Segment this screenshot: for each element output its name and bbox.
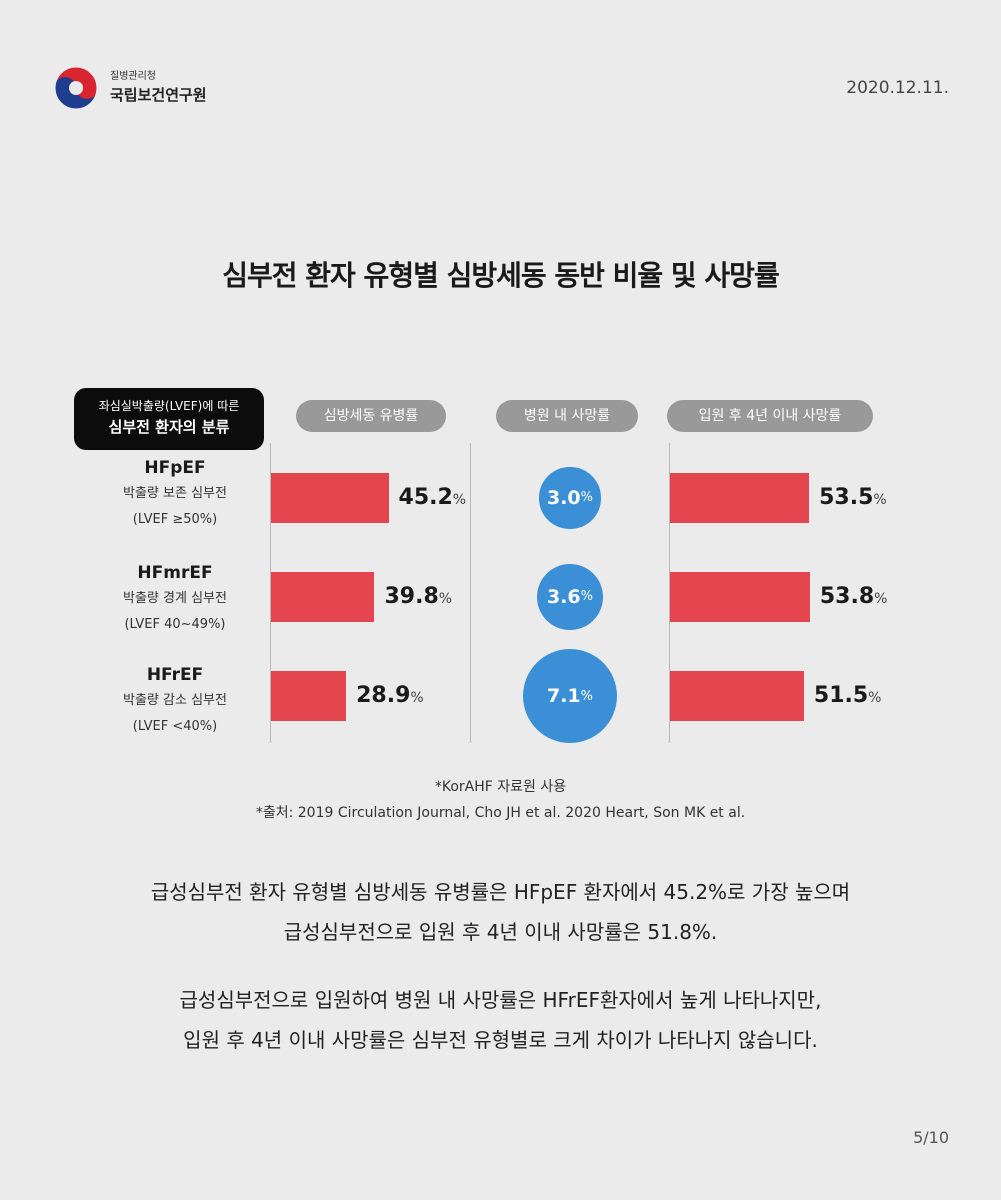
bubble-in-hospital-mortality: 3.6% [536,563,604,631]
category-desc: 박출량 감소 심부전 [123,693,227,708]
data-label-unit: % [580,490,593,506]
category-code: HFpEF [144,458,206,478]
data-label-value: 7.1 [546,685,581,707]
data-label-unit: % [868,690,882,706]
bar-af-prevalence [271,572,375,622]
data-label: 28.9% [356,671,424,723]
bar-4yr-mortality [670,572,810,622]
bubble-in-hospital-mortality: 7.1% [523,649,617,743]
data-label-value: 28.9 [356,683,411,708]
source-note-1: *KorAHF 자료원 사용 [434,779,567,795]
data-label-value: 51.5 [813,683,869,708]
summary-line: 급성심부전 환자 유형별 심방세동 유병률은 HFpEF 환자에서 45.2%로… [150,880,851,904]
data-label: 53.5% [819,473,887,525]
category-header-line1: 좌심실박출량(LVEF)에 따른 [98,399,240,413]
org-main-name: 국립보건연구원 [110,86,207,104]
data-label-unit: % [438,591,453,607]
data-label: 39.8% [384,572,452,624]
organization: 질병관리청 국립보건연구원 [110,70,207,106]
row-label-hfref: HFrEF 박출량 감소 심부전 (LVEF <40%) [80,662,270,740]
data-label-unit: % [580,688,594,704]
category-range: (LVEF ≥50%) [132,512,218,527]
page-number: 5/10 [913,1128,949,1147]
category-desc: 박출량 경계 심부전 [123,591,227,606]
series-header-af-prevalence: 심방세동 유병률 [296,400,446,432]
taegeuk-logo-icon [52,64,100,112]
axis-line-1 [270,443,271,743]
bar-af-prevalence [271,473,389,523]
data-label-unit: % [410,690,424,706]
category-code: HFrEF [146,665,204,685]
data-label-value: 39.8 [384,584,439,609]
bubble-in-hospital-mortality: 3.0% [539,467,601,529]
source-note-2: *출처: 2019 Circulation Journal, Cho JH et… [255,805,746,821]
row-label-hfmref: HFmrEF 박출량 경계 심부전 (LVEF 40~49%) [80,560,270,638]
data-label-unit: % [580,589,593,605]
chart-title: 심부전 환자 유형별 심방세동 동반 비율 및 사망률 [222,259,779,292]
category-header: 좌심실박출량(LVEF)에 따른 심부전 환자의 분류 [74,388,264,450]
data-label-unit: % [873,492,887,508]
category-code: HFmrEF [137,563,213,583]
summary-line: 급성심부전으로 입원하여 병원 내 사망률은 HFrEF환자에서 높게 나타나지… [179,988,822,1012]
org-sub-name: 질병관리청 [110,71,156,82]
category-range: (LVEF 40~49%) [124,617,226,632]
category-desc: 박출량 보존 심부전 [123,486,227,501]
data-label-value: 45.2 [398,485,453,510]
category-header-line2: 심부전 환자의 분류 [108,418,230,436]
summary-paragraph-1: 급성심부전 환자 유형별 심방세동 유병률은 HFpEF 환자에서 45.2%로… [0,872,1001,952]
axis-line-2 [470,443,471,743]
data-label: 53.8% [820,572,888,624]
bar-af-prevalence [271,671,347,721]
data-label-value: 3.6 [546,585,581,608]
data-label-value: 3.0 [546,486,581,509]
series-header-in-hospital-mortality: 병원 내 사망률 [496,400,638,432]
row-label-hfpef: HFpEF 박출량 보존 심부전 (LVEF ≥50%) [80,455,270,533]
data-label-value: 53.8 [819,584,875,609]
bar-4yr-mortality [670,671,804,721]
data-label-unit: % [874,591,888,607]
date: 2020.12.11. [846,78,949,98]
category-range: (LVEF <40%) [132,719,218,734]
series-header-4yr-mortality: 입원 후 4년 이내 사망률 [667,400,873,432]
axis-line-3 [669,443,670,743]
data-label-value: 53.5 [819,485,874,510]
data-label: 45.2% [399,473,467,525]
data-label-unit: % [452,492,467,508]
summary-line: 입원 후 4년 이내 사망률은 심부전 유형별로 크게 차이가 나타나지 않습니… [183,1028,818,1052]
data-label: 51.5% [814,671,882,723]
summary-paragraph-2: 급성심부전으로 입원하여 병원 내 사망률은 HFrEF환자에서 높게 나타나지… [0,980,1001,1060]
bar-4yr-mortality [670,473,810,523]
summary-line: 급성심부전으로 입원 후 4년 이내 사망률은 51.8%. [283,920,718,944]
